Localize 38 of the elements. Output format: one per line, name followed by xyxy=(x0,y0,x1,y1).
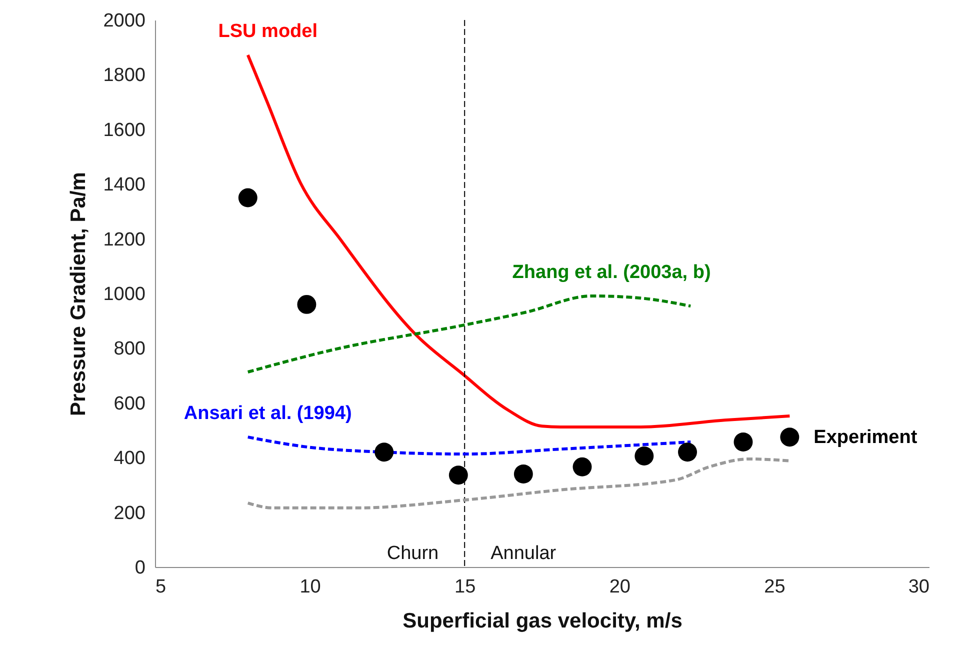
y-tick-label: 1600 xyxy=(103,120,146,141)
y-tick-label: 200 xyxy=(114,502,146,524)
x-tick-label: 10 xyxy=(300,576,321,598)
series-label: Zhang et al. (2003a, b) xyxy=(512,262,711,283)
x-tick-label: 25 xyxy=(764,576,786,598)
y-tick-label: 2000 xyxy=(103,10,146,32)
line-series xyxy=(246,457,792,510)
point xyxy=(634,446,654,466)
y-tick-label: 1000 xyxy=(103,284,146,305)
annotation: Annular xyxy=(490,543,557,564)
line-series xyxy=(246,54,792,428)
point xyxy=(780,428,800,447)
point xyxy=(514,464,533,484)
series-label: Ansari et al. (1994) xyxy=(184,403,352,424)
series-label: Experiment xyxy=(814,427,918,448)
point xyxy=(678,442,697,462)
point xyxy=(572,457,592,476)
y-tick-label: 400 xyxy=(114,448,146,470)
x-tick-label: 15 xyxy=(454,576,476,598)
annotation: Churn xyxy=(386,543,439,564)
x-axis-title: Superficial gas velocity, m/s xyxy=(402,610,682,632)
x-tick-label: 30 xyxy=(908,576,930,598)
point xyxy=(374,442,394,462)
x-tick-label: 20 xyxy=(609,576,630,598)
x-tick-label: 5 xyxy=(156,576,166,598)
y-axis-title: Pressure Gradient, Pa/m xyxy=(67,172,90,416)
y-tick-label: 1400 xyxy=(103,174,146,196)
y-tick-label: 1800 xyxy=(103,65,146,86)
point xyxy=(734,432,753,452)
line-series xyxy=(246,294,692,374)
point xyxy=(297,294,316,314)
y-tick-label: 1200 xyxy=(103,229,146,250)
y-tick-label: 0 xyxy=(134,558,146,578)
y-tick-label: 600 xyxy=(114,393,146,414)
point xyxy=(448,466,468,485)
point xyxy=(238,188,258,208)
y-tick-label: 800 xyxy=(114,338,146,360)
series-label: LSU model xyxy=(218,21,318,42)
